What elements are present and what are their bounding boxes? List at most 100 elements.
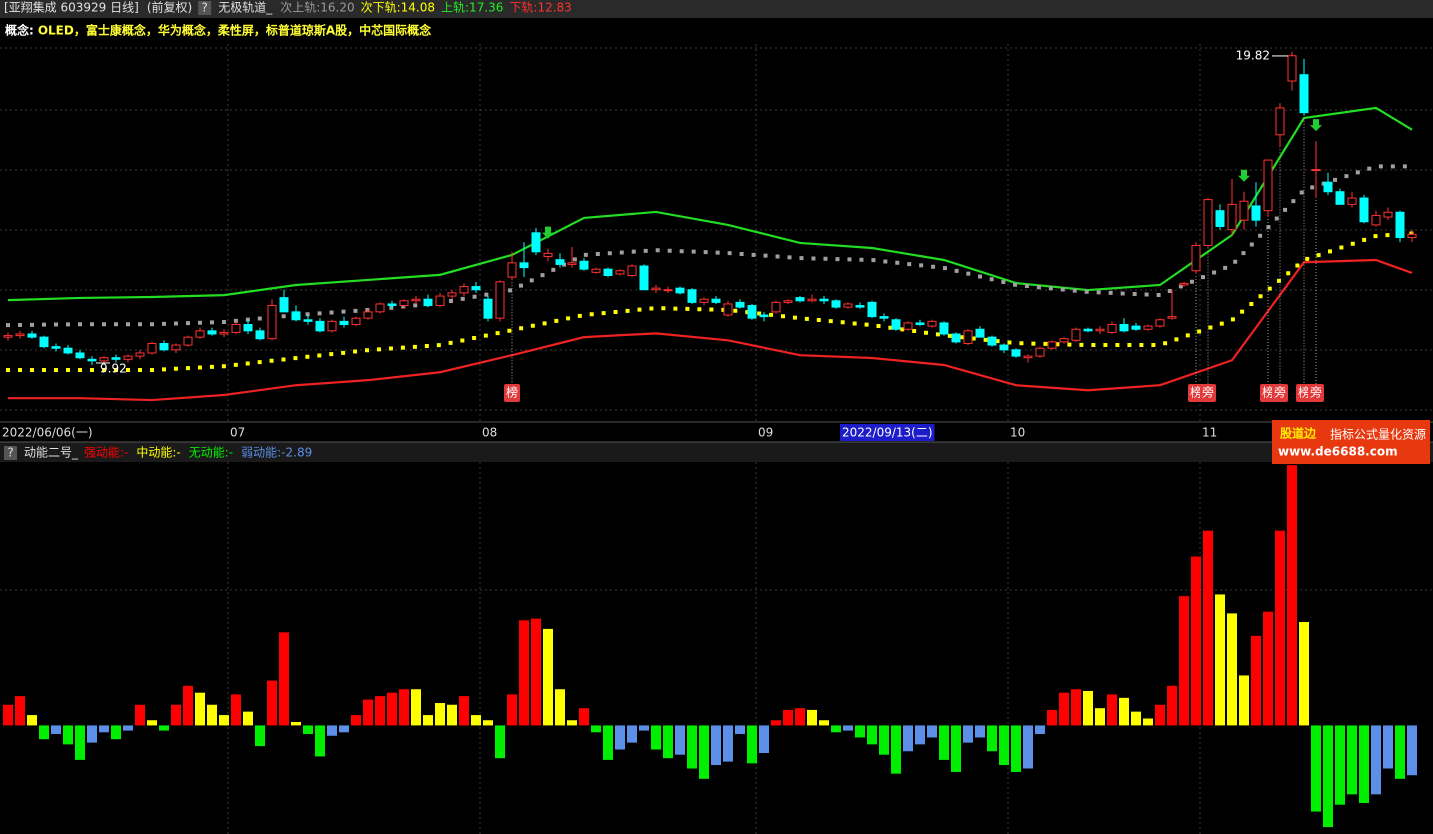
candle-body (1035, 347, 1045, 357)
candle-body (99, 357, 109, 362)
bar (987, 725, 997, 752)
help-button (198, 1, 212, 15)
candle-body (471, 286, 481, 291)
bar (123, 725, 133, 731)
candle-body (447, 292, 457, 297)
bar (1407, 725, 1417, 776)
bar (159, 725, 169, 731)
x-tick-label: 10 (1010, 426, 1025, 440)
candle-body (807, 298, 817, 302)
candle-body (1167, 316, 1177, 319)
bar (315, 725, 325, 757)
bar (903, 725, 913, 752)
bar (1299, 622, 1309, 726)
bar (183, 685, 193, 726)
candle-body (123, 355, 133, 360)
bar (471, 715, 481, 726)
bar (1119, 697, 1129, 726)
bar (1035, 725, 1045, 735)
bar (975, 725, 985, 738)
price-annotation: 19.82 (1236, 48, 1270, 62)
bar (171, 704, 181, 726)
bar (1395, 725, 1405, 779)
bar (891, 725, 901, 774)
legend-entry: 强动能:- (84, 446, 128, 460)
band-line (7, 106, 1413, 302)
candle-body (339, 320, 349, 326)
indicator-value: 次上轨:16.20 (280, 1, 354, 15)
bar (1251, 635, 1261, 726)
bar (51, 725, 61, 735)
candle-body (111, 357, 121, 360)
candle-body (1359, 197, 1369, 223)
candle-body (1227, 203, 1237, 231)
candle-body (615, 270, 625, 275)
candle-body (927, 320, 937, 327)
bar (339, 725, 349, 733)
dotted-band (5, 164, 1414, 328)
candle-body (195, 330, 205, 338)
candle-body (591, 268, 601, 273)
bar (603, 725, 613, 760)
candle-body (891, 319, 901, 330)
bar (327, 725, 337, 736)
candle-body (1251, 205, 1261, 221)
marker-label: 榜 (1262, 385, 1274, 400)
band-line (8, 258, 1413, 402)
candle-body (639, 265, 649, 291)
candle-body (75, 352, 85, 359)
candle-body (39, 336, 49, 348)
help-button (4, 446, 17, 460)
candle-body (411, 298, 421, 302)
candle-body (771, 301, 781, 313)
bar (1023, 725, 1033, 769)
bar (399, 689, 409, 726)
cursor-date-highlight (840, 424, 935, 441)
x-tick-label: 2022/06/06(一) (2, 426, 93, 440)
candle-body (795, 297, 805, 302)
marker-label: 旁 (1310, 385, 1322, 400)
candle-body (183, 336, 193, 346)
bar (531, 618, 541, 726)
candle-body (1263, 159, 1273, 212)
bar (111, 725, 121, 740)
bar (1311, 725, 1321, 812)
watermark-url: www.de6688.com (1278, 445, 1398, 459)
price-annotation: 9.92 (100, 361, 127, 375)
bar (867, 725, 877, 745)
header-bar (0, 0, 1433, 18)
candle-body (723, 303, 733, 316)
bar (1323, 725, 1333, 828)
marker-label: 榜 (506, 385, 518, 400)
candle-body (363, 311, 373, 319)
bar (351, 715, 361, 726)
title: [亚翔集成 603929 日线] (4, 0, 139, 15)
bar (495, 725, 505, 759)
signal-arrow (542, 226, 554, 239)
candle-body (939, 322, 949, 335)
bar (435, 703, 445, 726)
candle-body (1131, 325, 1141, 330)
candle-body (267, 305, 277, 340)
bar (423, 715, 433, 726)
candle-body (1095, 328, 1105, 332)
candle-body (519, 262, 529, 269)
candle-body (687, 289, 697, 303)
bar (879, 725, 889, 755)
bar (723, 725, 733, 762)
bar (1263, 611, 1273, 726)
candle-body (1047, 341, 1057, 349)
bar (915, 725, 925, 745)
candle-body (903, 322, 913, 330)
candle-body (699, 298, 709, 303)
candle-body (207, 330, 217, 335)
concept-label: 概念: (5, 23, 34, 38)
bar (831, 725, 841, 733)
candle-body (1011, 349, 1021, 357)
candle-body (495, 281, 505, 319)
bar (999, 725, 1009, 766)
bar (1227, 613, 1237, 726)
bar (1215, 594, 1225, 726)
candle-body (915, 322, 925, 326)
